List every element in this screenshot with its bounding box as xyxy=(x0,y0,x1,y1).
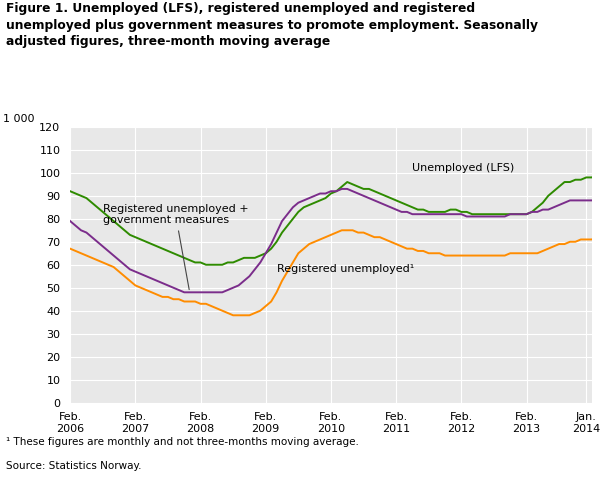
Text: Unemployed (LFS): Unemployed (LFS) xyxy=(412,163,515,173)
Text: Figure 1. Unemployed (LFS), registered unemployed and registered
unemployed plus: Figure 1. Unemployed (LFS), registered u… xyxy=(6,2,538,48)
Text: Registered unemployed +
government measures: Registered unemployed + government measu… xyxy=(102,204,248,289)
Text: Source: Statistics Norway.: Source: Statistics Norway. xyxy=(6,461,142,471)
Text: Registered unemployed¹: Registered unemployed¹ xyxy=(276,264,414,274)
Text: ¹ These figures are monthly and not three-months moving average.: ¹ These figures are monthly and not thre… xyxy=(6,437,359,447)
Text: 1 000: 1 000 xyxy=(3,115,35,124)
